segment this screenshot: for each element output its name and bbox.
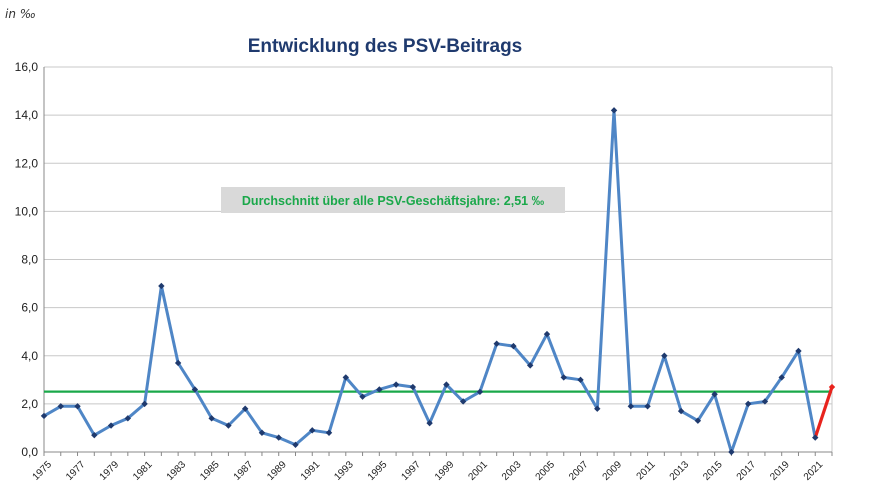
y-tick-label: 0,0 — [21, 445, 38, 459]
x-tick-label: 1983 — [165, 459, 189, 483]
x-tick-label: 2009 — [601, 459, 625, 483]
data-point — [40, 412, 48, 420]
data-point — [208, 415, 215, 422]
y-tick-label: 10,0 — [15, 204, 39, 218]
chart-title: Entwicklung des PSV-Beitrags — [248, 36, 523, 57]
data-point — [543, 330, 551, 338]
data-point — [225, 422, 232, 429]
x-tick-label: 2005 — [534, 459, 558, 483]
annotation-text: Durchschnitt über alle PSV-Geschäftsjahr… — [242, 194, 545, 208]
annotation-box: Durchschnitt über alle PSV-Geschäftsjahr… — [221, 187, 565, 213]
annotation-background — [221, 187, 565, 213]
data-point — [426, 419, 433, 427]
data-point — [443, 381, 450, 388]
x-tick-label: 1981 — [131, 459, 155, 483]
x-tick-label: 2015 — [701, 459, 725, 483]
data-point — [661, 352, 668, 359]
y-tick-label: 12,0 — [15, 156, 39, 170]
latest-change-segment — [813, 386, 834, 439]
x-tick-label: 2003 — [500, 459, 524, 483]
x-tick-label: 2011 — [635, 459, 658, 482]
data-point — [74, 403, 81, 410]
x-tick-label: 1985 — [198, 459, 222, 483]
data-point — [812, 434, 819, 441]
data-point — [610, 107, 618, 114]
data-point — [342, 374, 349, 381]
data-point — [644, 403, 651, 410]
x-tick-label: 1977 — [64, 459, 88, 483]
x-tick-label: 1995 — [366, 459, 390, 483]
data-point — [795, 347, 802, 355]
unit-label: in ‰ — [5, 7, 36, 21]
data-point — [174, 359, 182, 367]
x-tick-label: 1991 — [299, 459, 323, 483]
data-point — [560, 374, 567, 381]
data-point — [828, 383, 836, 391]
x-tick-label: 2013 — [668, 459, 692, 483]
data-point — [392, 381, 400, 388]
y-tick-labels: 0,0 2,0 4,0 6,0 8,0 10,0 12,0 14,0 16,0 — [15, 60, 39, 459]
x-tick-label: 2017 — [735, 459, 759, 483]
x-tick-label: 2019 — [768, 459, 792, 483]
x-tick-label: 1993 — [332, 459, 356, 483]
data-point — [493, 340, 500, 347]
x-tick-label: 2001 — [466, 459, 490, 483]
x-tick-label: 1999 — [433, 459, 457, 483]
x-tick-label: 2021 — [802, 459, 826, 483]
data-point — [325, 429, 333, 436]
x-tick-label: 1989 — [265, 459, 289, 483]
data-point — [359, 393, 366, 400]
x-tick-label: 1997 — [399, 459, 423, 483]
axes — [43, 67, 833, 456]
data-point — [510, 342, 517, 350]
data-point — [376, 386, 383, 393]
data-point — [778, 374, 785, 381]
x-tick-labels: 1975 1977 1979 1981 1983 1985 1987 1989 1991 1993… — [31, 459, 826, 483]
data-point — [292, 441, 299, 448]
data-point — [141, 400, 148, 408]
y-tick-label: 2,0 — [21, 397, 38, 411]
data-point — [476, 388, 484, 396]
data-point — [744, 400, 752, 408]
data-point — [124, 415, 132, 422]
data-point — [677, 407, 685, 415]
x-tick-label: 1975 — [31, 459, 55, 483]
y-tick-label: 8,0 — [21, 253, 38, 267]
y-tick-label: 4,0 — [21, 349, 38, 363]
series-line — [43, 108, 817, 454]
data-point — [258, 429, 266, 436]
data-point — [728, 448, 735, 456]
data-point — [577, 376, 584, 384]
data-point — [594, 405, 601, 412]
data-point — [761, 398, 769, 405]
data-point — [627, 403, 635, 410]
data-point — [158, 282, 165, 290]
y-tick-label: 6,0 — [21, 301, 38, 315]
x-tick-label: 1979 — [98, 459, 122, 483]
data-point — [275, 434, 282, 441]
data-point — [107, 422, 115, 429]
series-layer — [40, 107, 836, 456]
data-point — [91, 431, 98, 439]
data-point — [527, 362, 534, 369]
x-tick-label: 2007 — [567, 459, 591, 483]
data-point — [191, 386, 199, 393]
data-point — [711, 391, 718, 398]
y-tick-label: 16,0 — [15, 60, 39, 74]
data-point — [241, 405, 249, 412]
data-point — [409, 383, 417, 391]
data-point — [309, 427, 316, 434]
data-point — [694, 417, 702, 424]
y-tick-label: 14,0 — [15, 108, 39, 122]
data-point — [57, 403, 64, 410]
data-point — [459, 398, 467, 405]
x-tick-label: 1987 — [232, 459, 256, 483]
